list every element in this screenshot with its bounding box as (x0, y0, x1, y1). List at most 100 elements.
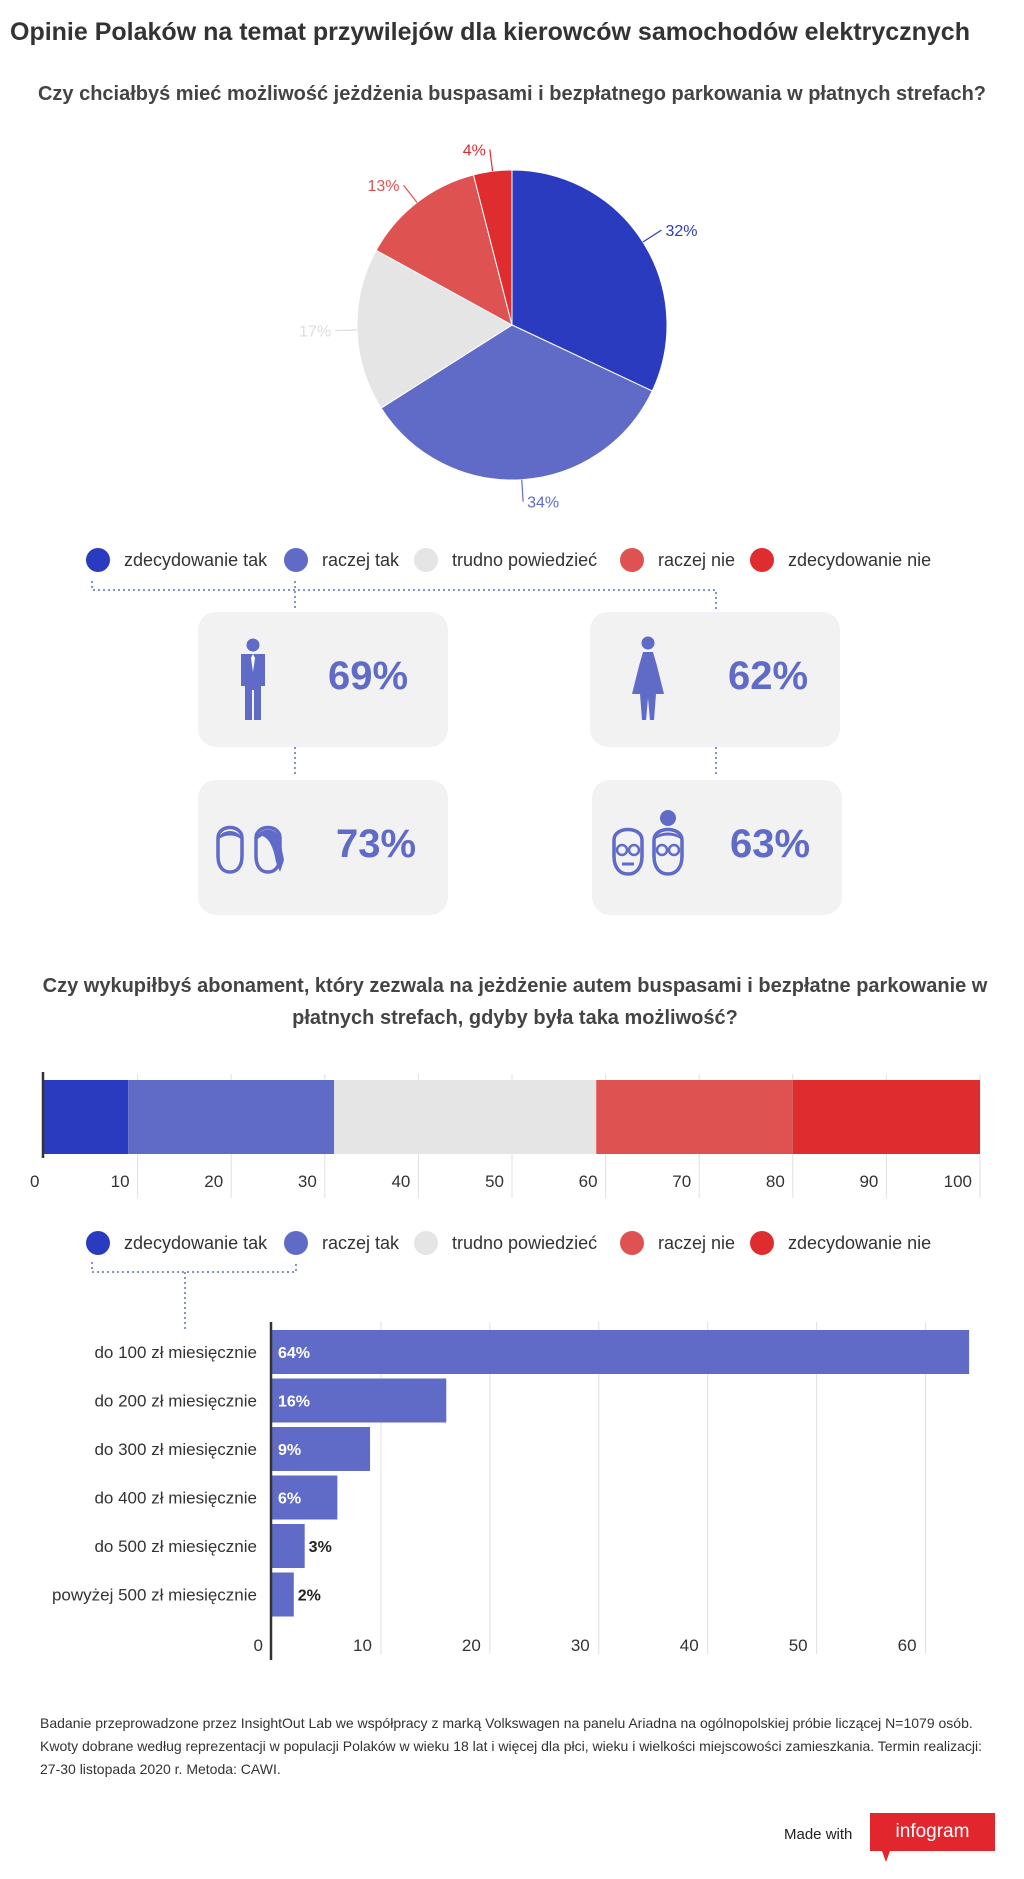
pie-value-label: 4% (463, 142, 486, 159)
connector-lines-1 (91, 581, 717, 775)
pie-leader-line (335, 329, 358, 332)
category-label: do 200 zł miesięcznie (94, 1392, 257, 1411)
pie-leader-line (642, 229, 662, 243)
legend-label: raczej nie (658, 549, 736, 570)
stacked-segment (334, 1080, 597, 1154)
pie-leader-line (489, 149, 494, 172)
tick-label: 30 (571, 1636, 590, 1655)
legend-dot (86, 1231, 110, 1255)
made-with-label: Made with (784, 1826, 853, 1843)
pie-value-label: 34% (527, 495, 559, 512)
price-bar (272, 1427, 371, 1471)
stacked-bar-chart: 0 10 20 30 40 50 60 70 80 90 100 (30, 1072, 981, 1198)
tick-label: 60 (579, 1172, 598, 1191)
stacked-segment (596, 1080, 793, 1154)
card-men: 69% (198, 612, 448, 747)
tick-label: 70 (672, 1172, 691, 1191)
legend-dot (620, 548, 644, 572)
category-label: do 400 zł miesięcznie (94, 1489, 257, 1508)
legend-1: zdecydowanie tak raczej tak trudno powie… (86, 548, 986, 578)
legend-item-raczej-nie: raczej nie (620, 548, 735, 572)
legend-label: trudno powiedzieć (452, 1232, 598, 1253)
legend-2: zdecydowanie tak raczej tak trudno powie… (86, 1231, 986, 1261)
footnote: Badanie przeprowadzone przez InsightOut … (40, 1715, 983, 1777)
bar-value-label: 64% (278, 1345, 310, 1362)
price-bar (272, 1378, 447, 1423)
card-seniors: 63% (592, 780, 842, 915)
tick-label: 90 (859, 1172, 878, 1191)
tick-label: 80 (766, 1172, 785, 1191)
page-title: Opinie Polaków na temat przywilejów dla … (10, 18, 970, 46)
tick-label: 50 (485, 1172, 504, 1191)
pie-slice (472, 169, 513, 326)
legend-item-zdecydowanie-tak: zdecydowanie tak (86, 1231, 267, 1255)
legend-dot (284, 1231, 308, 1255)
stacked-segment (792, 1080, 980, 1154)
legend-label: zdecydowanie nie (788, 1232, 932, 1253)
category-label: do 300 zł miesięcznie (94, 1440, 257, 1459)
tick-label: 30 (298, 1172, 317, 1191)
legend-dot (86, 548, 110, 572)
tick-label: 60 (898, 1636, 917, 1655)
infogram-logo[interactable]: infogram (895, 1821, 970, 1842)
category-label: powyżej 500 zł miesięcznie (52, 1586, 257, 1605)
stacked-question: Czy wykupiłbyś abonament, który zezwala … (42, 975, 988, 1029)
pie-value-label: 32% (665, 223, 697, 240)
category-label: do 100 zł miesięcznie (94, 1343, 257, 1362)
card-young-value: 73% (336, 822, 417, 866)
price-bar (272, 1475, 338, 1520)
legend-item-raczej-nie: raczej nie (620, 1231, 735, 1255)
pie-slice (380, 324, 653, 481)
pie-value-label: 13% (367, 178, 399, 195)
tick-label: 0 (254, 1636, 263, 1655)
connector-lines-2 (91, 1262, 297, 1332)
young-people-icon (216, 825, 284, 874)
card-seniors-value: 63% (730, 822, 811, 866)
price-bar (272, 1572, 294, 1617)
legend-item-raczej-tak: raczej tak (284, 548, 399, 572)
category-label: do 500 zł miesięcznie (94, 1537, 257, 1556)
legend-label: raczej tak (322, 549, 400, 570)
legend-label: trudno powiedzieć (452, 549, 598, 570)
legend-label: zdecydowanie tak (124, 1232, 268, 1253)
tick-label: 50 (789, 1636, 808, 1655)
legend-dot (414, 548, 438, 572)
woman-icon (632, 636, 664, 720)
legend-item-trudno: trudno powiedzieć (414, 548, 597, 572)
legend-label: zdecydowanie nie (788, 549, 932, 570)
bar-value-label: 6% (278, 1491, 301, 1508)
card-young: 73% (198, 780, 448, 915)
legend-label: raczej nie (658, 1232, 736, 1253)
bar-value-label: 3% (309, 1539, 332, 1556)
pie-value-label: 17% (299, 324, 331, 341)
legend-dot (414, 1231, 438, 1255)
price-bar-chart: do 100 zł miesięcznie do 200 zł miesięczn… (52, 1322, 970, 1660)
man-icon (241, 638, 265, 720)
stacked-segment (128, 1080, 335, 1154)
tick-label: 40 (391, 1172, 410, 1191)
bar-value-label: 9% (278, 1442, 301, 1459)
legend-item-zdecydowanie-nie: zdecydowanie nie (750, 548, 931, 572)
card-men-value: 69% (328, 654, 409, 698)
legend-label: raczej tak (322, 1232, 400, 1253)
pie-question: Czy chciałbyś mieć możliwość jeżdżenia b… (37, 83, 987, 105)
tick-label: 100 (944, 1172, 972, 1191)
card-women-value: 62% (728, 654, 809, 698)
senior-people-icon (612, 810, 684, 876)
pie-slice (375, 174, 513, 326)
legend-dot (284, 548, 308, 572)
legend-dot (750, 548, 774, 572)
stacked-segment (44, 1080, 129, 1154)
tick-label: 20 (204, 1172, 223, 1191)
legend-item-trudno: trudno powiedzieć (414, 1231, 597, 1255)
tick-label: 10 (111, 1172, 130, 1191)
pie-leader-line (521, 479, 524, 502)
price-bar (272, 1330, 970, 1374)
legend-item-zdecydowanie-tak: zdecydowanie tak (86, 548, 267, 572)
price-bar (272, 1524, 305, 1568)
infogram-logo-shape[interactable] (860, 1810, 1000, 1870)
tick-label: 20 (462, 1636, 481, 1655)
pie-slice (511, 169, 668, 392)
bar-value-label: 16% (278, 1394, 310, 1411)
card-women: 62% (590, 612, 840, 747)
